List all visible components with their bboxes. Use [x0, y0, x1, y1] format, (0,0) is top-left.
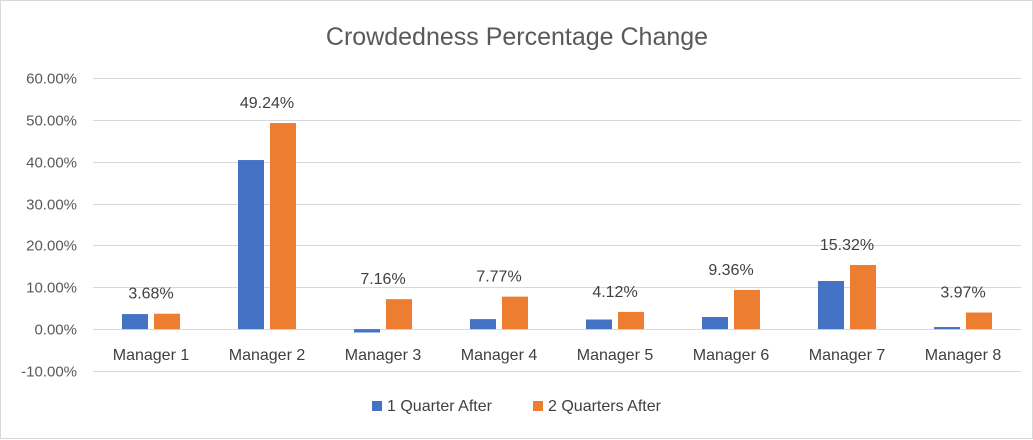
- bar-q2-manager-6: [734, 289, 760, 330]
- y-axis-tick-labels: -10.00% 0.00% 10.00% 20.00% 30.00% 40.00% 50.0…: [21, 71, 77, 381]
- y-tick-label: 50.00%: [26, 113, 77, 130]
- data-label: 9.36%: [708, 262, 753, 279]
- category-label: Manager 8: [925, 347, 1002, 364]
- bar-q1-manager-3: [354, 329, 380, 333]
- bar-q1-manager-2: [238, 160, 264, 330]
- legend-label[interactable]: 2 Quarters After: [548, 398, 662, 415]
- y-tick-label: 60.00%: [26, 71, 77, 88]
- bar-q2-manager-2: [270, 123, 296, 330]
- bar-q1-manager-6: [702, 317, 728, 330]
- bar-q2-manager-8: [966, 312, 992, 330]
- data-label: 7.77%: [476, 269, 521, 286]
- data-label: 3.97%: [940, 285, 985, 302]
- bar-q2-manager-5: [618, 311, 644, 330]
- legend-label[interactable]: 1 Quarter After: [387, 398, 493, 415]
- bar-q2-manager-3: [386, 299, 412, 330]
- legend[interactable]: 1 Quarter After 2 Quarters After: [372, 398, 662, 415]
- category-label: Manager 2: [229, 347, 306, 364]
- category-axis-labels: Manager 1 Manager 2 Manager 3 Manager 4 Mana…: [113, 347, 1002, 364]
- category-label: Manager 5: [577, 347, 654, 364]
- legend-swatch-q1: [372, 401, 382, 411]
- data-label: 49.24%: [240, 95, 294, 112]
- bar-q2-manager-4: [502, 296, 528, 330]
- bar-q1-manager-8: [934, 327, 960, 330]
- y-tick-label: 0.00%: [34, 322, 77, 339]
- gridlines: [93, 78, 1021, 372]
- category-label: Manager 4: [461, 347, 538, 364]
- chart-title: Crowdedness Percentage Change: [326, 23, 708, 51]
- y-tick-label: 30.00%: [26, 197, 77, 214]
- category-label: Manager 1: [113, 347, 190, 364]
- data-label: 15.32%: [820, 237, 874, 254]
- bars: [122, 123, 992, 333]
- category-label: Manager 3: [345, 347, 422, 364]
- category-label: Manager 7: [809, 347, 886, 364]
- bar-q2-manager-7: [850, 265, 876, 330]
- y-tick-label: -10.00%: [21, 364, 77, 381]
- y-tick-label: 40.00%: [26, 155, 77, 172]
- category-label: Manager 6: [693, 347, 770, 364]
- y-tick-label: 20.00%: [26, 238, 77, 255]
- bar-q1-manager-5: [586, 319, 612, 330]
- data-label: 7.16%: [360, 271, 405, 288]
- bar-q1-manager-1: [122, 314, 148, 330]
- data-label: 4.12%: [592, 284, 637, 301]
- bar-q1-manager-4: [470, 319, 496, 330]
- legend-swatch-q2: [533, 401, 543, 411]
- bar-q1-manager-7: [818, 281, 844, 330]
- bar-q2-manager-1: [154, 313, 180, 330]
- y-tick-label: 10.00%: [26, 280, 77, 297]
- data-labels: 3.68% 49.24% 7.16% 7.77% 4.12% 9.36% 15.32% 3.9…: [128, 95, 985, 303]
- data-label: 3.68%: [128, 286, 173, 303]
